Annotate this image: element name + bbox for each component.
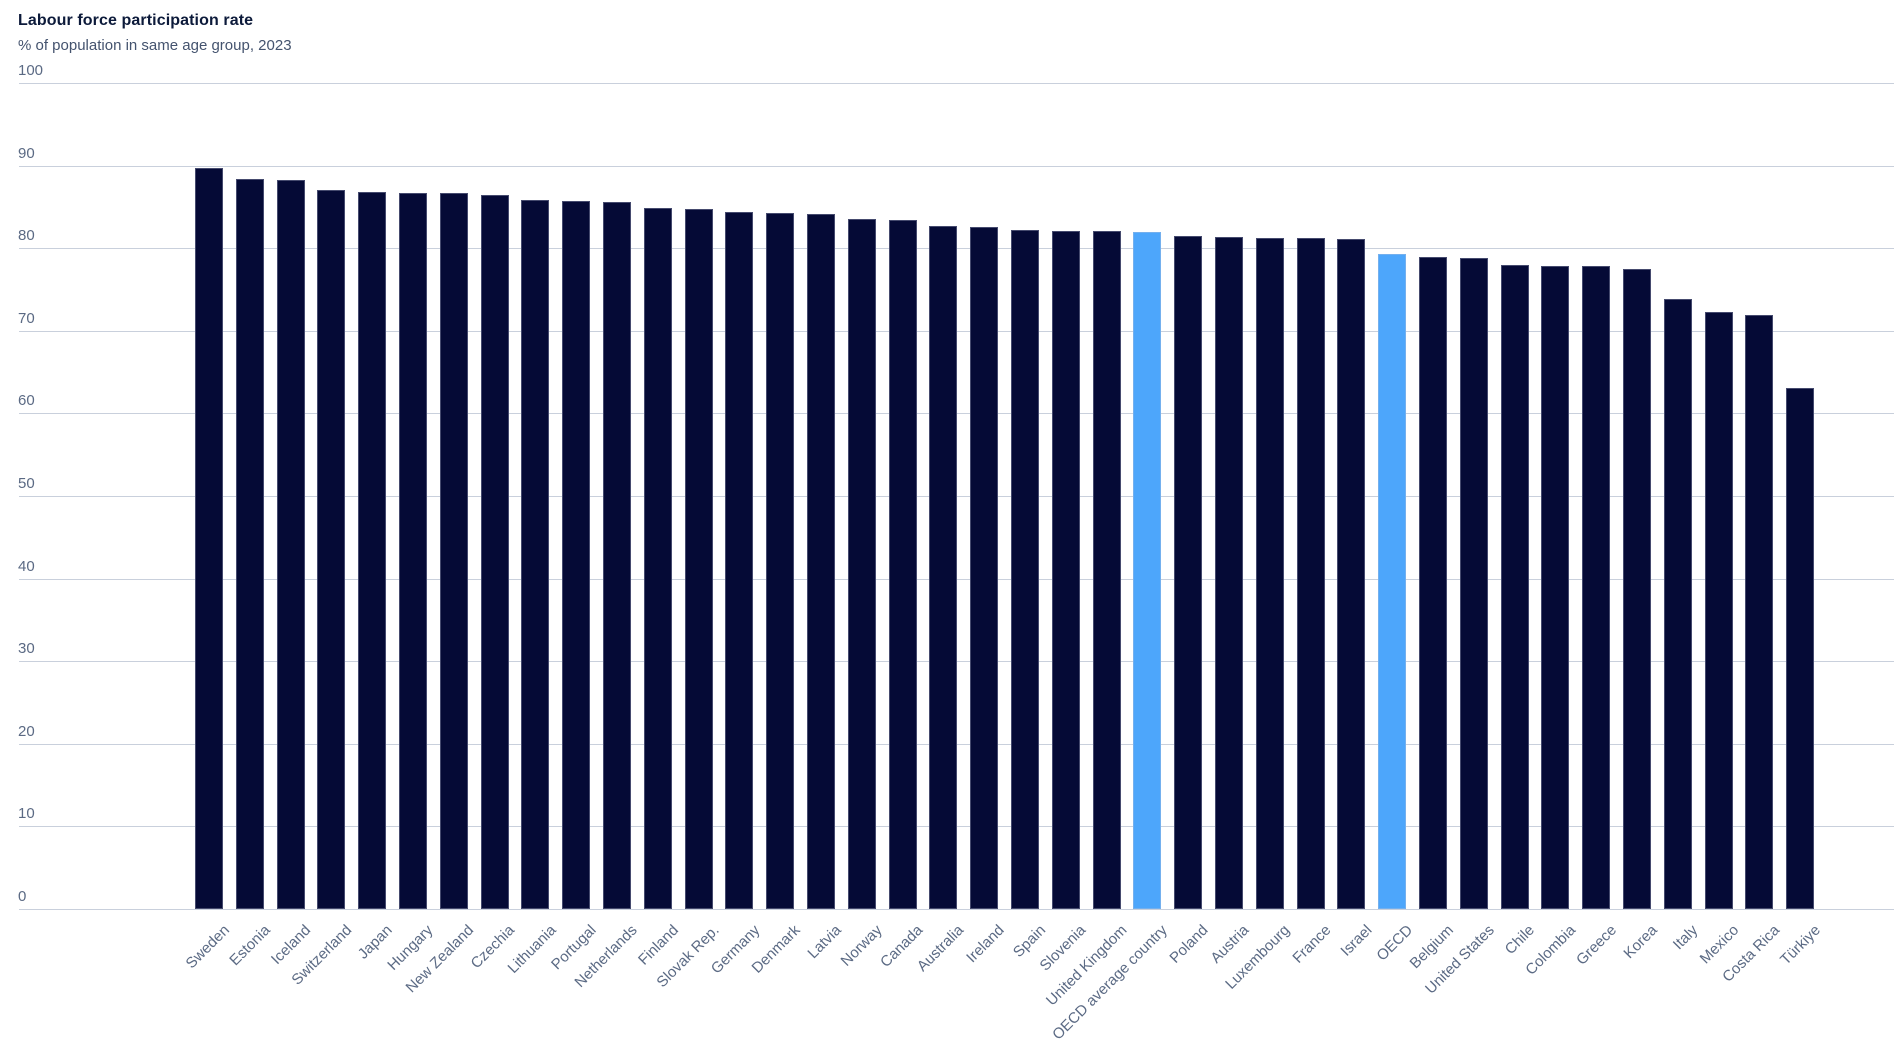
- y-tick-label-70: 70: [18, 309, 35, 327]
- bar-poland[interactable]: [1174, 235, 1203, 909]
- bar-hungary[interactable]: [399, 192, 427, 909]
- bar-ireland[interactable]: [970, 226, 999, 909]
- y-tick-label-0: 0: [18, 888, 27, 905]
- y-tick-label-100: 100: [18, 62, 44, 79]
- bar-japan[interactable]: [358, 192, 387, 909]
- bar-italy[interactable]: [1663, 298, 1692, 909]
- bar-estonia[interactable]: [235, 178, 264, 909]
- bar-finland[interactable]: [643, 207, 672, 909]
- bar-korea[interactable]: [1623, 268, 1651, 909]
- x-axis-label-italy: Italy: [1670, 921, 1702, 954]
- bar-france[interactable]: [1296, 238, 1325, 909]
- y-tick-label-10: 10: [18, 805, 35, 823]
- chart-title: Labour force participation rate: [18, 12, 254, 29]
- y-tick-label-50: 50: [18, 475, 35, 492]
- x-axis-label-france: France: [1289, 921, 1335, 967]
- bar-israel[interactable]: [1337, 239, 1366, 909]
- bar-austria[interactable]: [1215, 237, 1243, 909]
- bar-norway[interactable]: [847, 219, 876, 909]
- bar-slovak-rep[interactable]: [684, 208, 713, 909]
- y-tick-label-30: 30: [18, 640, 35, 658]
- bar-czechia[interactable]: [480, 194, 509, 909]
- bar-türkiye[interactable]: [1786, 387, 1815, 909]
- x-axis-label-estonia: Estonia: [226, 921, 274, 970]
- y-tick-label-40: 40: [18, 557, 35, 575]
- bar-united-states[interactable]: [1459, 258, 1488, 909]
- x-axis-label-greece: Greece: [1573, 921, 1620, 969]
- bar-netherlands[interactable]: [603, 201, 631, 909]
- y-tick-label-80: 80: [18, 227, 35, 245]
- bar-chile[interactable]: [1500, 264, 1529, 909]
- gridline-90: [19, 165, 1894, 167]
- bar-latvia[interactable]: [807, 214, 835, 909]
- bar-spain[interactable]: [1011, 230, 1039, 909]
- bar-canada[interactable]: [888, 220, 917, 909]
- bar-sweden[interactable]: [195, 168, 223, 909]
- x-axis-label-sweden: Sweden: [182, 921, 233, 973]
- bar-mexico[interactable]: [1704, 311, 1733, 909]
- bar-germany[interactable]: [725, 211, 754, 909]
- bar-oecd[interactable]: [1378, 253, 1407, 909]
- bar-iceland[interactable]: [276, 180, 305, 909]
- bar-luxembourg[interactable]: [1255, 238, 1284, 909]
- bar-new-zealand[interactable]: [439, 192, 468, 909]
- x-axis-label-ireland: Ireland: [963, 921, 1008, 967]
- bar-colombia[interactable]: [1541, 266, 1570, 909]
- bar-costa-rica[interactable]: [1745, 315, 1774, 909]
- bar-portugal[interactable]: [562, 201, 591, 909]
- y-tick-label-20: 20: [18, 722, 35, 740]
- bar-australia[interactable]: [929, 225, 958, 909]
- gridline-0: [19, 909, 1894, 910]
- bar-belgium[interactable]: [1419, 257, 1447, 909]
- y-tick-label-90: 90: [18, 144, 35, 162]
- bar-oecd-average-country[interactable]: [1133, 231, 1162, 909]
- bar-united-kingdom[interactable]: [1092, 230, 1121, 909]
- chart-subtitle: % of population in same age group, 2023: [18, 37, 292, 54]
- bar-denmark[interactable]: [766, 212, 795, 909]
- bar-switzerland[interactable]: [317, 189, 346, 909]
- x-axis-label-norway: Norway: [837, 921, 886, 970]
- x-axis-label-poland: Poland: [1166, 921, 1212, 967]
- x-axis-label-türkiye: Türkiye: [1777, 921, 1824, 969]
- bar-greece[interactable]: [1582, 266, 1611, 909]
- x-axis-label-israel: Israel: [1337, 921, 1376, 960]
- bar-lithuania[interactable]: [521, 200, 550, 909]
- y-tick-label-60: 60: [18, 392, 35, 410]
- gridline-100: [19, 83, 1894, 84]
- x-axis-label-korea: Korea: [1620, 921, 1661, 963]
- bar-slovenia[interactable]: [1051, 230, 1080, 909]
